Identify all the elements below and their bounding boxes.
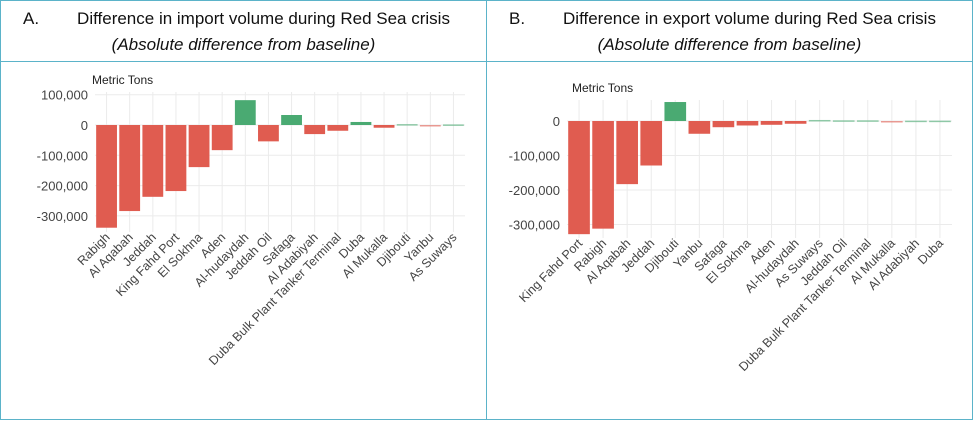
bar-al-mukalla [881,121,903,123]
bar-rabigh [96,125,117,228]
bar-king-fahd-port [568,121,590,235]
y-tick-label: -100,000 [37,148,88,163]
bar-djibouti [396,124,418,126]
panel-a: A. Difference in import volume during Red… [0,0,487,420]
x-tick-label: King Fahd Port [516,236,585,305]
bar-al-hudaydah [234,100,256,125]
y-tick-label: -200,000 [37,179,88,194]
y-tick-label: 100,000 [41,88,88,103]
bar-duba [929,120,951,123]
bar-jeddah-oil [832,120,855,122]
bar-jeddah [142,125,164,197]
y-tick-label: -300,000 [509,218,560,233]
bar-jeddah [640,121,663,166]
bar-duba [350,121,372,125]
bar-duba-bulk-plant-tanker-terminal [856,120,879,122]
bar-djibouti [664,102,687,121]
bar-as-suways [443,124,464,126]
bar-al-adabiyah [905,120,927,123]
bar-aden [211,125,233,151]
bar-al-aqabah [616,121,638,185]
y-tick-label: -300,000 [37,209,88,224]
x-tick-label: Duba [915,236,946,267]
bar-al-hudaydah [784,121,807,124]
bar-as-suways [808,119,831,122]
bar-safaga [281,115,302,125]
panel-b-letter: B. [509,9,526,28]
panel-b: B. Difference in export volume during Red… [486,0,973,420]
bar-al-aqabah [119,125,141,212]
y-axis-label: Metric Tons [92,73,153,87]
bar-yanbu [419,125,441,127]
bar-safaga [712,121,735,128]
panel-b-subtitle: (Absolute difference from baseline) [597,35,862,54]
panel-a-title: Difference in import volume during Red S… [77,9,450,28]
bar-duba-bulk-plant-tanker-terminal [327,125,349,131]
y-tick-label: -100,000 [509,149,560,164]
panel-a-header: A. Difference in import volume during Red… [1,1,486,62]
bar-el-sokhna [188,125,210,168]
panel-b-header: B. Difference in export volume during Red… [487,1,972,62]
bar-yanbu [688,121,711,134]
bar-al-adabiyah [304,125,326,135]
y-axis-label: Metric Tons [572,81,633,95]
y-tick-label: 0 [553,114,560,129]
y-tick-label: 0 [81,118,88,133]
bar-rabigh [592,121,614,229]
panel-a-letter: A. [23,9,40,28]
y-tick-label: -200,000 [509,183,560,198]
panel-a-subtitle: (Absolute difference from baseline) [111,35,376,54]
bar-al-mukalla [373,125,395,128]
bar-aden [760,121,783,125]
bar-king-fahd-port [165,125,187,192]
bar-jeddah-oil [258,125,279,142]
bar-el-sokhna [736,121,759,126]
panel-b-title: Difference in export volume during Red S… [563,9,936,28]
